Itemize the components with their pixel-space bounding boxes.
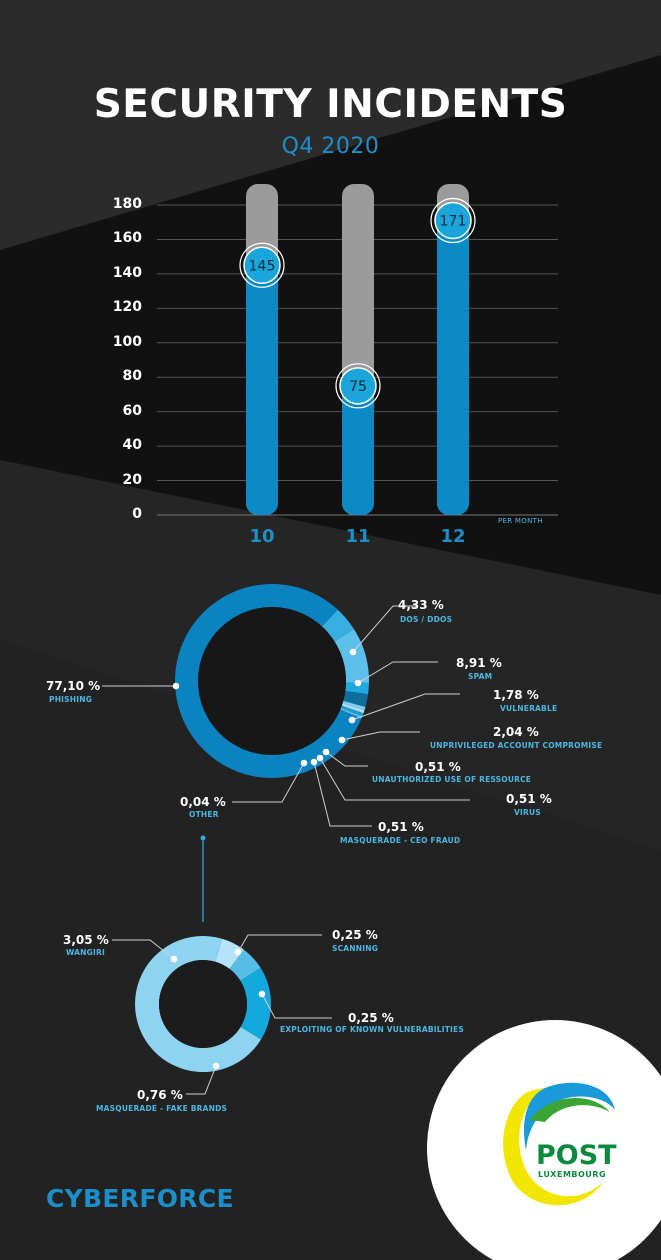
slice-value: 8,91 % [456, 656, 502, 670]
slice-value: 77,10 % [46, 679, 101, 693]
slice-label: VULNERABLE [500, 704, 558, 713]
slice-value: 0,25 % [332, 928, 378, 942]
bar [437, 220, 469, 515]
cyberforce-logo: CYBERFORCE [46, 1184, 234, 1213]
leader-dot [316, 754, 324, 762]
donut-slice [340, 705, 364, 717]
y-tick-label: 180 [112, 196, 142, 212]
slice-value: 0,76 % [137, 1088, 183, 1102]
slice-value: 0,51 % [378, 820, 424, 834]
slice-value: 0,25 % [348, 1011, 394, 1025]
leader-dot [300, 759, 308, 767]
slice-label: DOS / DDOS [400, 615, 453, 624]
bar-data-label: 75 [349, 379, 367, 395]
leader-line [319, 757, 470, 801]
y-tick-label: 0 [132, 506, 142, 522]
leader-line [325, 751, 368, 767]
bar-data-label: 145 [249, 258, 276, 274]
slice-label: UNAUTHORIZED USE OF RESSOURCE [372, 775, 532, 784]
donut-slice [134, 935, 262, 1072]
bar-chart: 145 75 171 [157, 184, 558, 516]
slice-label: VIRUS [514, 808, 541, 817]
leader-line [186, 1065, 217, 1095]
leader-line [261, 993, 332, 1019]
leader-dot [349, 648, 357, 656]
leader-dot [170, 955, 178, 963]
donut-slice [340, 707, 363, 719]
leader-dot [234, 948, 242, 956]
slice-label: MASQUERADE - FAKE BRANDS [96, 1104, 228, 1113]
leader-dot [338, 736, 346, 744]
leader-line [112, 939, 175, 960]
x-tick-label: 12 [440, 526, 466, 547]
leader-dot [322, 748, 330, 756]
slice-value: 0,51 % [506, 792, 552, 806]
slice-label: PHISHING [49, 695, 93, 704]
y-tick-label: 20 [122, 471, 142, 488]
slice-value: 3,05 % [63, 933, 109, 947]
leader-dot [354, 679, 362, 687]
leader-dot [310, 758, 318, 766]
bar [246, 265, 278, 515]
leader-line [232, 762, 305, 803]
value-badge [339, 367, 377, 405]
leader-line [237, 934, 322, 953]
value-badge [434, 201, 472, 240]
donut-slice [229, 949, 261, 981]
leader-line [352, 605, 418, 653]
donut-slice [334, 629, 369, 684]
slice-label: OTHER [189, 810, 219, 819]
y-tick-label: 140 [112, 264, 142, 281]
leader-dot [258, 990, 266, 998]
slice-label: EXPLOITING OF KNOWN VULNERABILITIES [280, 1025, 464, 1034]
leader-line [351, 693, 460, 721]
donut-slice [341, 703, 365, 714]
leader-dot [348, 716, 356, 724]
leader-dot [172, 682, 180, 690]
donut-hole [159, 960, 247, 1048]
y-tick-label: 60 [122, 402, 142, 419]
donut-slice [343, 691, 369, 708]
donut-slice [345, 682, 369, 695]
y-tick-label: 40 [122, 437, 142, 454]
slice-value: 4,33 % [398, 598, 444, 612]
bar [342, 385, 374, 515]
slice-label: UNPRIVILEGED ACCOUNT COMPROMISE [430, 741, 603, 750]
donut-slice [215, 938, 245, 969]
leader-line [313, 761, 372, 827]
donut-slice [342, 700, 366, 711]
slice-value: 0,04 % [180, 795, 226, 809]
leader-dot [212, 1062, 220, 1070]
slice-value: 2,04 % [493, 725, 539, 739]
logo-name: POST [536, 1140, 617, 1171]
y-tick-label: 80 [122, 368, 142, 385]
value-badge-ring [430, 197, 476, 244]
slice-value: 0,51 % [415, 760, 461, 774]
leader-line [341, 731, 420, 741]
leader-line [357, 661, 438, 684]
slice-label: SCANNING [332, 944, 379, 953]
slice-value: 1,78 % [493, 688, 539, 702]
value-badge [243, 246, 281, 285]
value-badge-ring [239, 242, 285, 288]
bar-data-label: 171 [440, 214, 467, 230]
x-tick-label: 10 [249, 526, 275, 547]
logo-subtitle: LUXEMBOURG [538, 1170, 607, 1179]
x-axis-label: PER MONTH [498, 517, 543, 525]
page-subtitle: Q4 2020 [281, 134, 380, 159]
slice-label: WANGIRI [66, 948, 105, 957]
donut-slice [240, 967, 271, 1040]
value-badge-ring [335, 363, 381, 409]
slice-label: MASQUERADE - CEO FRAUD [340, 836, 461, 845]
slice-label: SPAM [468, 672, 493, 681]
y-tick-label: 100 [112, 333, 142, 350]
page-title: SECURITY INCIDENTS [93, 82, 568, 127]
donut-hole [198, 607, 346, 755]
y-tick-label: 120 [112, 299, 142, 316]
y-tick-label: 160 [112, 230, 142, 247]
x-tick-label: 11 [345, 526, 371, 547]
